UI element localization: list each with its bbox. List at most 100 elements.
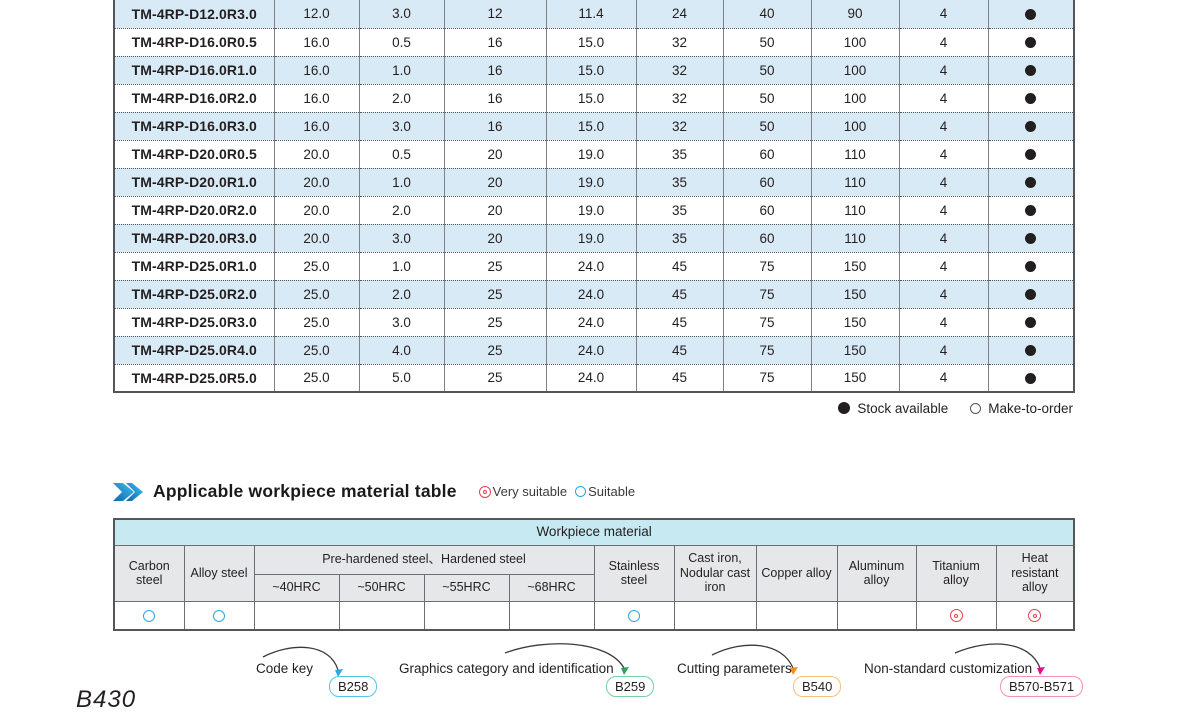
value-cell: 75 bbox=[722, 363, 811, 392]
value-cell: 4 bbox=[898, 167, 988, 196]
col-carbon-steel: Carbon steel bbox=[113, 544, 185, 602]
value-cell: 20.0 bbox=[273, 167, 359, 196]
stock-available-dot bbox=[1025, 233, 1037, 245]
value-cell: 45 bbox=[635, 279, 723, 308]
stock-cell bbox=[987, 27, 1074, 56]
material-rating-row bbox=[113, 600, 1075, 631]
value-cell: 4.0 bbox=[358, 335, 444, 364]
stock-available-dot bbox=[1025, 261, 1037, 273]
very-suitable-label: Very suitable bbox=[492, 484, 568, 499]
suitable-icon bbox=[575, 486, 587, 497]
rating-cell bbox=[836, 600, 917, 631]
value-cell: 4 bbox=[898, 55, 988, 84]
arrow-head-nonstandard bbox=[1037, 667, 1045, 675]
stock-available-dot bbox=[1025, 65, 1037, 77]
value-cell: 1.0 bbox=[358, 167, 444, 196]
rating-cell bbox=[113, 600, 185, 631]
value-cell: 25.0 bbox=[273, 279, 359, 308]
model-cell: TM-4RP-D25.0R5.0 bbox=[114, 363, 274, 392]
value-cell: 19.0 bbox=[545, 195, 636, 224]
page-ref-badge-b258: B258 bbox=[329, 676, 378, 697]
value-cell: 25 bbox=[443, 307, 546, 336]
value-cell: 90 bbox=[810, 0, 899, 28]
model-cell: TM-4RP-D16.0R0.5 bbox=[114, 27, 274, 56]
value-cell: 75 bbox=[722, 251, 811, 280]
stock-available-dot bbox=[1025, 317, 1037, 329]
double-chevron-icon bbox=[113, 482, 143, 501]
rating-cell bbox=[183, 600, 255, 631]
material-section-header: Applicable workpiece material table Very… bbox=[113, 481, 635, 502]
stock-available-dot bbox=[1025, 177, 1037, 189]
stock-cell bbox=[987, 335, 1074, 364]
value-cell: 35 bbox=[635, 139, 723, 168]
suitability-legend: Very suitable Suitable bbox=[471, 484, 635, 499]
product-row: TM-4RP-D25.0R2.0 25.0 2.0 25 24.0 45 75 150 4 bbox=[114, 279, 1074, 308]
value-cell: 25.0 bbox=[273, 251, 359, 280]
value-cell: 16.0 bbox=[273, 27, 359, 56]
product-row: TM-4RP-D16.0R0.5 16.0 0.5 16 15.0 32 50 100 4 bbox=[114, 27, 1074, 56]
stock-cell bbox=[987, 0, 1074, 28]
suitable-icon bbox=[143, 609, 156, 622]
value-cell: 20 bbox=[443, 223, 546, 252]
value-cell: 4 bbox=[898, 307, 988, 336]
suitable-icon bbox=[628, 609, 640, 622]
stock-available-dot bbox=[1025, 205, 1037, 217]
very-suitable-icon bbox=[1028, 609, 1042, 623]
stock-cell bbox=[987, 279, 1074, 308]
value-cell: 16 bbox=[443, 111, 546, 140]
stock-available-dot bbox=[1025, 373, 1037, 385]
value-cell: 4 bbox=[898, 223, 988, 252]
stock-cell bbox=[987, 223, 1074, 252]
value-cell: 45 bbox=[635, 251, 723, 280]
value-cell: 3.0 bbox=[358, 223, 444, 252]
product-size-table: TM-4RP-D12.0R3.0 12.0 3.0 12 11.4 24 40 90 4 TM-4… bbox=[113, 0, 1075, 393]
product-row: TM-4RP-D16.0R2.0 16.0 2.0 16 15.0 32 50 100 4 bbox=[114, 83, 1074, 112]
product-row: TM-4RP-D25.0R1.0 25.0 1.0 25 24.0 45 75 150 4 bbox=[114, 251, 1074, 280]
value-cell: 35 bbox=[635, 167, 723, 196]
value-cell: 4 bbox=[898, 279, 988, 308]
make-to-order-label: Make-to-order bbox=[988, 400, 1073, 416]
value-cell: 4 bbox=[898, 0, 988, 28]
value-cell: 25 bbox=[443, 363, 546, 392]
model-cell: TM-4RP-D25.0R3.0 bbox=[114, 307, 274, 336]
col-copper-alloy: Copper alloy bbox=[755, 544, 838, 602]
model-cell: TM-4RP-D20.0R0.5 bbox=[114, 139, 274, 168]
model-cell: TM-4RP-D20.0R1.0 bbox=[114, 167, 274, 196]
value-cell: 16 bbox=[443, 27, 546, 56]
value-cell: 24.0 bbox=[545, 363, 636, 392]
value-cell: 1.0 bbox=[358, 251, 444, 280]
col-55hrc: ~55HRC bbox=[423, 573, 510, 602]
value-cell: 24.0 bbox=[545, 307, 636, 336]
product-row: TM-4RP-D20.0R0.5 20.0 0.5 20 19.0 35 60 110 4 bbox=[114, 139, 1074, 168]
product-table-body: TM-4RP-D12.0R3.0 12.0 3.0 12 11.4 24 40 90 4 TM-4… bbox=[114, 0, 1074, 392]
value-cell: 0.5 bbox=[358, 139, 444, 168]
code-key-label: Code key bbox=[256, 661, 314, 676]
value-cell: 15.0 bbox=[545, 83, 636, 112]
value-cell: 2.0 bbox=[358, 195, 444, 224]
stock-cell bbox=[987, 111, 1074, 140]
col-stainless-steel: Stainless steel bbox=[593, 544, 675, 602]
value-cell: 35 bbox=[635, 195, 723, 224]
value-cell: 32 bbox=[635, 111, 723, 140]
value-cell: 20.0 bbox=[273, 195, 359, 224]
value-cell: 75 bbox=[722, 279, 811, 308]
value-cell: 25.0 bbox=[273, 363, 359, 392]
value-cell: 15.0 bbox=[545, 111, 636, 140]
value-cell: 60 bbox=[722, 195, 811, 224]
product-row: TM-4RP-D16.0R1.0 16.0 1.0 16 15.0 32 50 100 4 bbox=[114, 55, 1074, 84]
value-cell: 25.0 bbox=[273, 307, 359, 336]
value-cell: 150 bbox=[810, 335, 899, 364]
page-number: B430 bbox=[76, 686, 137, 713]
stock-available-dot bbox=[1025, 289, 1037, 301]
rating-cell bbox=[338, 600, 425, 631]
value-cell: 2.0 bbox=[358, 83, 444, 112]
value-cell: 4 bbox=[898, 195, 988, 224]
value-cell: 60 bbox=[722, 139, 811, 168]
value-cell: 35 bbox=[635, 223, 723, 252]
value-cell: 20.0 bbox=[273, 223, 359, 252]
col-aluminum-alloy: Aluminum alloy bbox=[836, 544, 917, 602]
rating-cell bbox=[995, 600, 1075, 631]
value-cell: 16.0 bbox=[273, 83, 359, 112]
stock-available-icon bbox=[838, 402, 851, 414]
